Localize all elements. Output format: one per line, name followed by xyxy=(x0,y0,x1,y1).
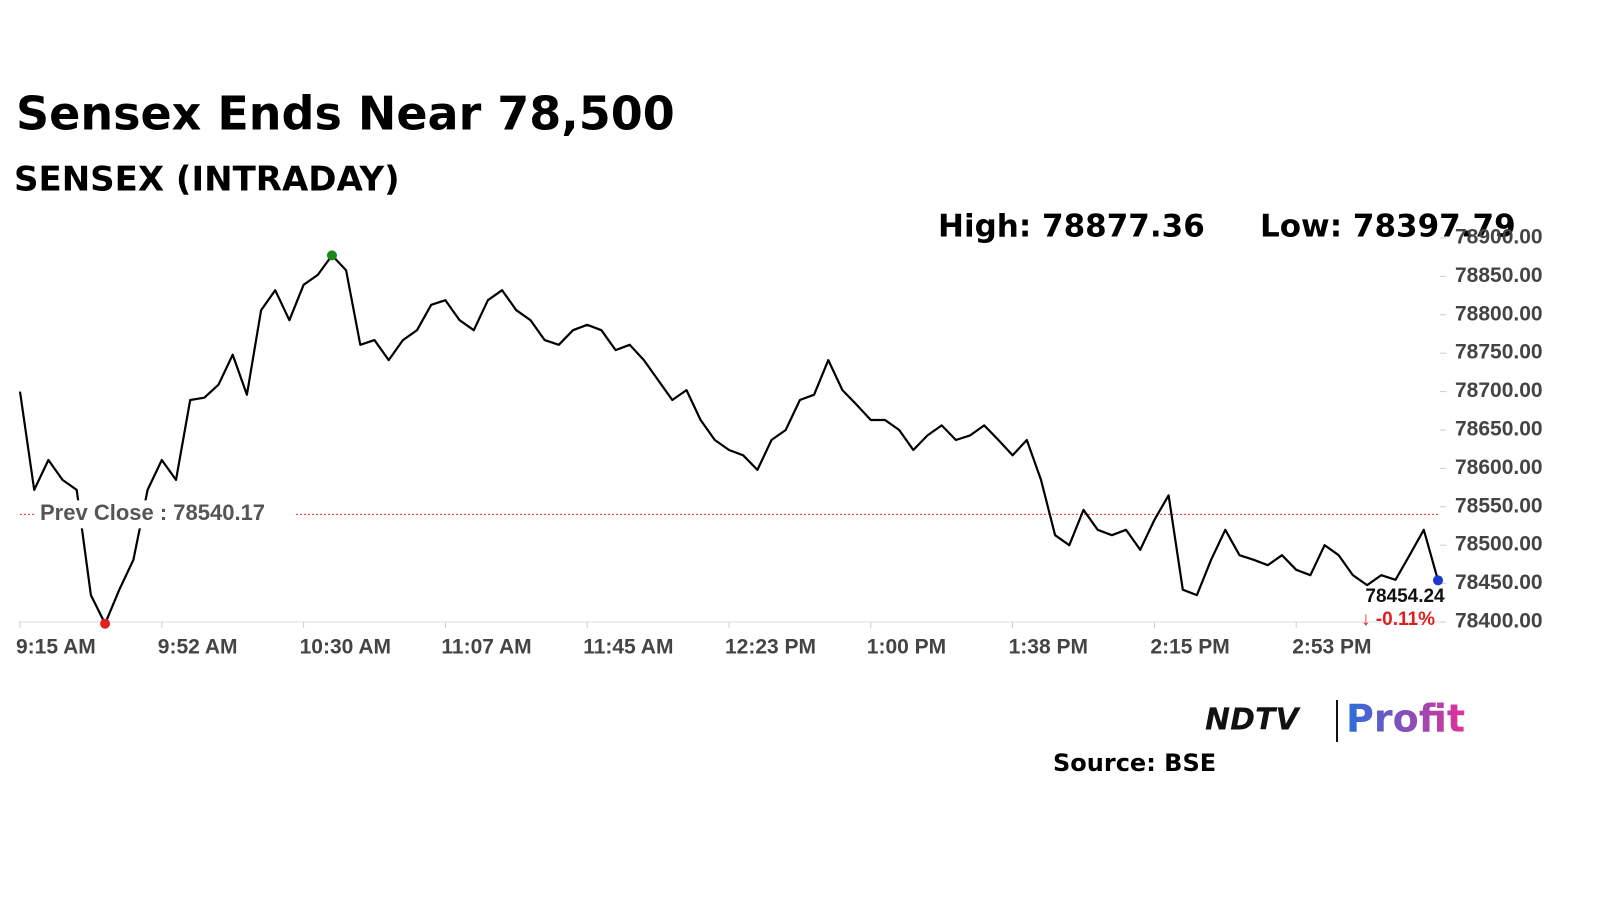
price-line xyxy=(18,254,1440,625)
high-marker xyxy=(326,250,337,261)
x-tick-label: 11:07 AM xyxy=(441,636,531,659)
x-tick-label: 1:38 PM xyxy=(1009,636,1088,659)
profit-logo: Profit xyxy=(1346,697,1465,741)
x-tick-label: 11:45 AM xyxy=(583,636,673,659)
x-tick-label: 2:15 PM xyxy=(1150,636,1229,659)
y-tick-label: 78800.00 xyxy=(1455,302,1543,325)
chart-subtitle: SENSEX (INTRADAY) xyxy=(14,160,400,200)
ndtv-logo: NDTV xyxy=(1205,703,1301,738)
y-tick-label: 78700.00 xyxy=(1455,379,1543,402)
last-marker xyxy=(1433,575,1443,586)
chart-title: Sensex Ends Near 78,500 xyxy=(16,87,675,141)
low-label: Low: 78397.79 xyxy=(1260,209,1516,245)
x-tick-label: 2:53 PM xyxy=(1292,636,1371,659)
low-marker xyxy=(100,618,111,629)
prev-close-label: Prev Close : 78540.17 xyxy=(40,500,265,525)
x-tick-label: 9:15 AM xyxy=(16,636,96,659)
x-tick-label: 9:52 AM xyxy=(158,636,238,659)
change-label: ↓ -0.11% xyxy=(1361,609,1435,630)
x-tick-label: 12:23 PM xyxy=(725,636,816,659)
last-value-label: 78454.24 xyxy=(1365,586,1445,607)
high-label: High: 78877.36 xyxy=(938,209,1205,245)
y-tick-label: 78650.00 xyxy=(1455,418,1543,441)
source: Source: BSE xyxy=(1053,749,1216,777)
y-tick-label: 78600.00 xyxy=(1455,456,1543,479)
y-tick-label: 78550.00 xyxy=(1455,494,1543,517)
y-tick-label: 78400.00 xyxy=(1455,610,1543,633)
y-tick-label: 78900.00 xyxy=(1455,226,1543,249)
x-tick-label: 10:30 AM xyxy=(300,636,391,659)
prev-close-label-bg xyxy=(34,500,296,529)
y-tick-label: 78500.00 xyxy=(1455,533,1543,556)
y-tick-label: 78850.00 xyxy=(1455,264,1543,287)
y-tick-label: 78450.00 xyxy=(1455,571,1543,594)
y-tick-label: 78750.00 xyxy=(1455,341,1543,364)
x-tick-label: 1:00 PM xyxy=(867,636,946,659)
